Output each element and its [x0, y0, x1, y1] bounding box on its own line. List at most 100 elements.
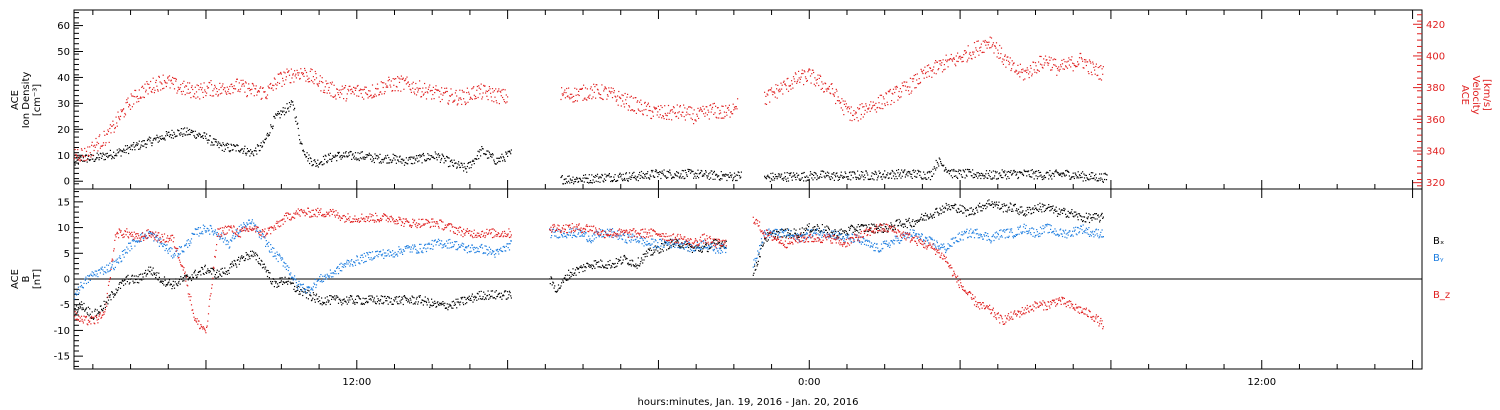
velocity-point — [774, 92, 776, 94]
velocity-point — [565, 92, 567, 94]
density-point — [416, 157, 418, 159]
density-point — [621, 178, 623, 180]
velocity-point — [280, 73, 282, 75]
velocity-point — [202, 91, 204, 93]
velocity-point — [787, 77, 789, 79]
bx-point — [678, 246, 680, 248]
bx-point — [624, 256, 626, 258]
velocity-point — [507, 96, 509, 98]
density-point — [468, 162, 470, 164]
bx-point — [436, 305, 438, 308]
density-point — [232, 149, 234, 151]
velocity-point — [1051, 69, 1053, 71]
bx-point — [329, 295, 331, 297]
density-point — [909, 173, 911, 175]
bx-point — [893, 226, 895, 228]
density-point — [1006, 171, 1008, 173]
velocity-point — [471, 88, 473, 90]
density-point — [595, 174, 597, 177]
velocity-point — [1031, 75, 1033, 77]
velocity-point — [951, 59, 953, 61]
bx-point — [179, 283, 181, 285]
velocity-point — [284, 72, 286, 74]
by-point — [155, 234, 157, 236]
density-point — [1095, 173, 1097, 175]
density-point — [575, 178, 577, 180]
density-point — [104, 158, 106, 161]
velocity-point — [992, 44, 994, 46]
density-point — [1065, 170, 1067, 172]
bx-point — [405, 297, 407, 299]
velocity-point — [296, 69, 298, 71]
density-point — [869, 178, 871, 180]
by-point — [144, 233, 146, 235]
bx-point — [1022, 210, 1024, 212]
density-point — [989, 170, 991, 172]
velocity-point — [171, 82, 173, 84]
velocity-point — [427, 92, 429, 94]
density-point — [1002, 171, 1004, 173]
velocity-point — [163, 80, 166, 82]
bx-point — [111, 291, 113, 293]
bx-point — [669, 246, 671, 248]
bx-point — [762, 245, 764, 247]
velocity-point — [290, 82, 292, 84]
by-point — [97, 276, 99, 278]
bx-point — [310, 295, 312, 297]
velocity-point — [1043, 58, 1045, 60]
density-point — [871, 172, 873, 174]
velocity-point — [783, 80, 785, 82]
density-point — [84, 155, 86, 157]
density-point — [774, 177, 776, 179]
velocity-point — [985, 44, 987, 46]
bx-point — [1085, 212, 1087, 214]
density-point — [333, 156, 335, 158]
density-point — [657, 176, 659, 178]
density-point — [667, 171, 670, 173]
density-point — [675, 174, 677, 177]
density-point — [1061, 173, 1064, 175]
bx-point — [87, 306, 89, 308]
density-point — [414, 162, 416, 164]
velocity-point — [325, 80, 327, 82]
bx-point — [1065, 213, 1067, 215]
velocity-point — [1073, 64, 1075, 66]
velocity-point — [1050, 57, 1052, 59]
density-point — [677, 172, 680, 174]
velocity-point — [972, 53, 974, 55]
velocity-point — [498, 103, 500, 105]
velocity-point — [180, 84, 182, 86]
bx-point — [358, 297, 360, 299]
velocity-point — [439, 101, 441, 103]
bx-point — [843, 232, 845, 234]
velocity-point — [447, 103, 450, 105]
bx-point — [855, 229, 857, 231]
density-point — [198, 132, 200, 134]
density-point — [802, 172, 804, 174]
density-point — [796, 176, 798, 178]
density-point — [505, 153, 507, 155]
velocity-point — [632, 109, 634, 111]
density-point — [812, 179, 814, 181]
density-point — [473, 163, 475, 165]
bx-point — [1096, 218, 1098, 220]
bx-point — [958, 208, 960, 210]
density-point — [965, 168, 967, 171]
bx-point — [573, 274, 575, 276]
bx-point — [144, 272, 146, 274]
velocity-point — [498, 88, 500, 90]
density-point — [283, 110, 285, 112]
bx-point — [1056, 215, 1059, 217]
bx-point — [912, 219, 914, 221]
by-point — [82, 287, 84, 289]
velocity-point — [375, 95, 377, 97]
bx-point — [832, 235, 834, 237]
velocity-point — [261, 87, 264, 89]
velocity-point — [499, 90, 501, 92]
velocity-point — [637, 100, 639, 102]
by-point — [113, 267, 115, 269]
bx-point — [88, 315, 90, 317]
velocity-point — [282, 80, 284, 82]
density-point — [740, 176, 742, 178]
density-point — [503, 157, 505, 159]
